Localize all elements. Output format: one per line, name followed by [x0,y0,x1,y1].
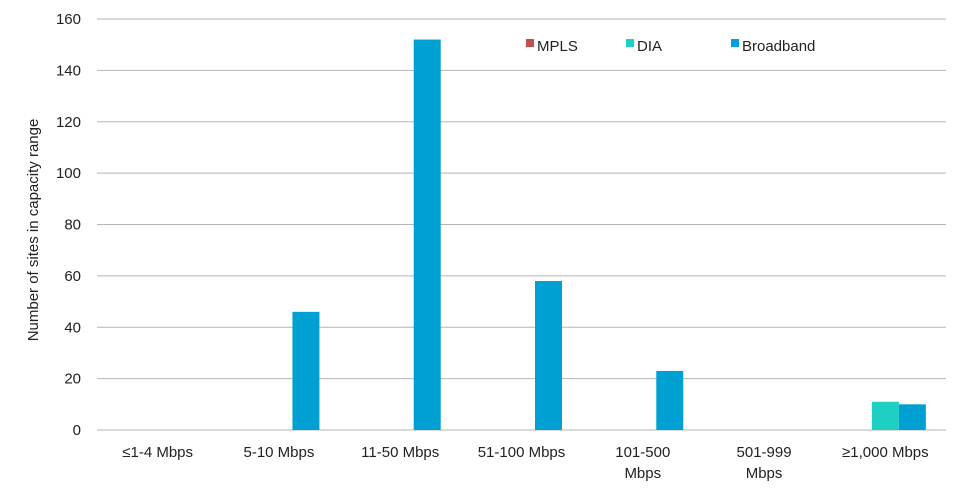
bar [656,370,684,430]
y-tick-label: 60 [64,268,81,285]
bar [898,404,926,430]
x-tick-label: 5-10 Mbps [243,444,314,461]
bar [413,39,441,431]
legend-swatch [526,39,534,47]
bar [871,401,899,430]
y-axis-label: Number of sites in capacity range [25,119,42,342]
x-tick-label: ≥1,000 Mbps [842,444,929,461]
x-tick-label: 501-999 Mbps [737,444,792,482]
bar [292,311,320,430]
y-tick-label: 20 [64,371,81,388]
y-tick-label: 0 [73,422,81,439]
y-tick-label: 40 [64,319,81,336]
legend-label: MPLS [537,38,578,55]
y-tick-label: 140 [56,62,81,79]
bar [535,281,562,430]
x-tick-label: 51-100 Mbps [478,444,566,461]
x-tick-label: ≤1-4 Mbps [122,444,193,461]
y-tick-label: 120 [56,114,81,131]
x-tick-label: 101-500 Mbps [615,444,670,482]
y-tick-label: 160 [56,11,81,28]
y-tick-label: 80 [64,217,81,234]
legend-swatch [626,39,634,47]
y-tick-label: 100 [56,165,81,182]
legend-swatch [731,39,739,47]
legend-label: Broadband [742,38,815,55]
x-tick-label: 11-50 Mbps [361,444,439,461]
legend-label: DIA [637,38,662,55]
